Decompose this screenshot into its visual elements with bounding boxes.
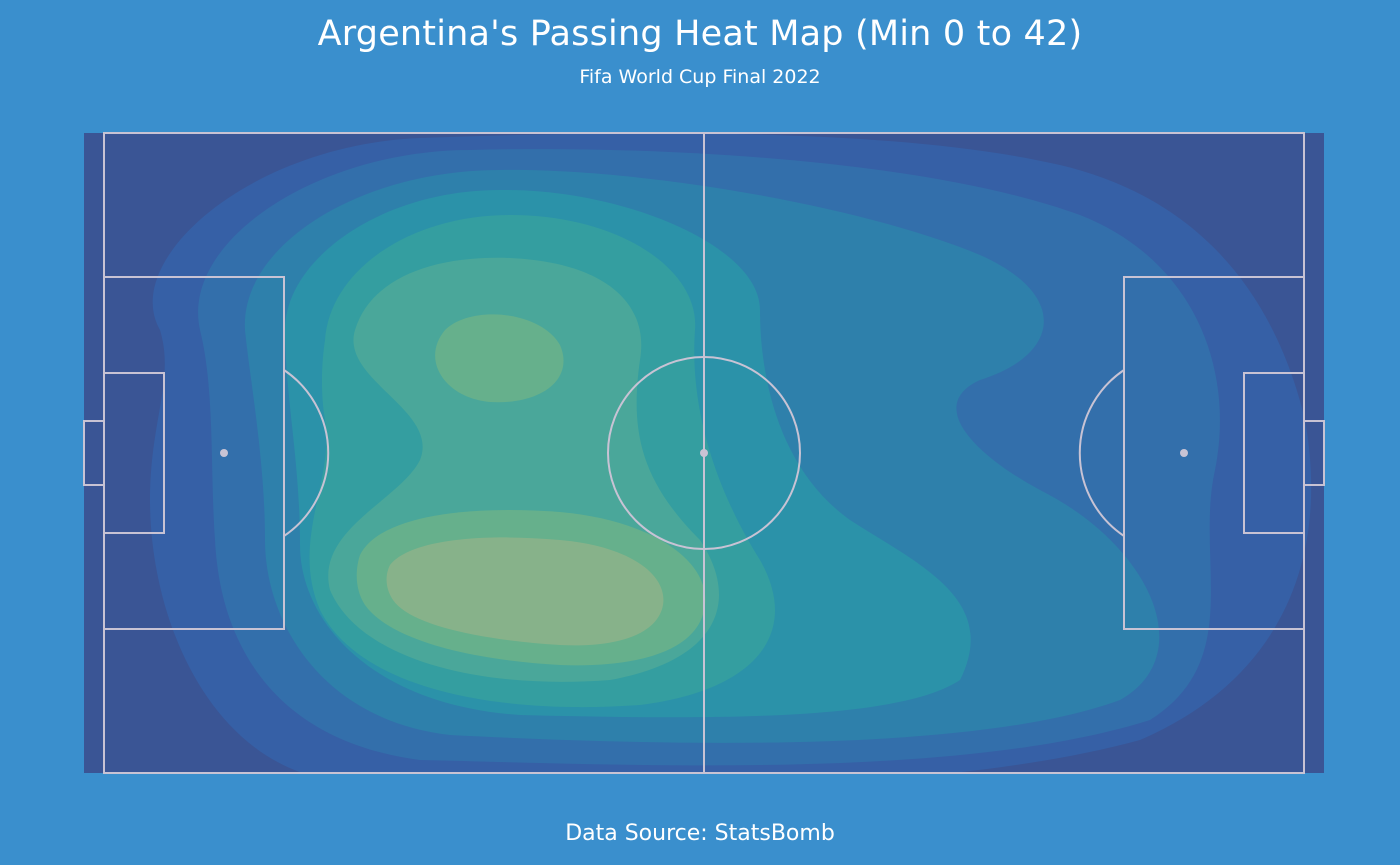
data-source-caption: Data Source: StatsBomb bbox=[565, 821, 835, 846]
right-penalty-spot bbox=[1180, 449, 1188, 457]
chart-title: Argentina's Passing Heat Map (Min 0 to 4… bbox=[317, 14, 1083, 54]
right-goal bbox=[1303, 420, 1325, 486]
pitch-spots bbox=[220, 449, 1188, 457]
center-spot bbox=[700, 449, 708, 457]
right-penalty-arc bbox=[1078, 369, 1125, 537]
left-goal bbox=[83, 420, 105, 486]
density-level-8 bbox=[386, 537, 664, 646]
left-penalty-spot bbox=[220, 449, 228, 457]
center-circle bbox=[607, 356, 801, 550]
chart-subtitle: Fifa World Cup Final 2022 bbox=[579, 66, 821, 88]
left-penalty-arc bbox=[283, 369, 330, 537]
density-level-7 bbox=[435, 314, 564, 403]
heatmap-density bbox=[150, 133, 1312, 773]
